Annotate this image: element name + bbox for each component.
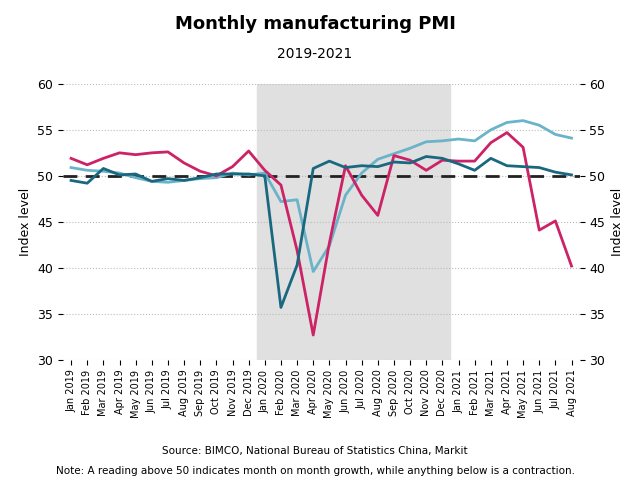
- Y-axis label: Index level: Index level: [611, 188, 624, 256]
- Y-axis label: Index level: Index level: [19, 188, 32, 256]
- Text: Source: BIMCO, National Bureau of Statistics China, Markit: Source: BIMCO, National Bureau of Statis…: [162, 446, 468, 456]
- Text: 2019-2021: 2019-2021: [277, 47, 353, 61]
- Text: Monthly manufacturing PMI: Monthly manufacturing PMI: [175, 15, 455, 33]
- Bar: [256, 84, 450, 360]
- Text: Note: A reading above 50 indicates month on month growth, while anything below i: Note: A reading above 50 indicates month…: [55, 466, 575, 476]
